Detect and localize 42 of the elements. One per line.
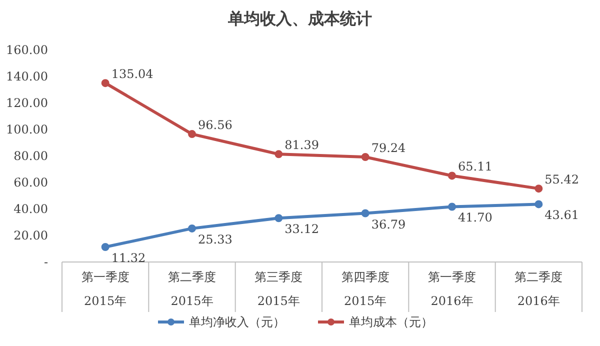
data-label: 81.39: [284, 138, 320, 152]
point: [448, 202, 456, 211]
x-tick-label: 第一季度 2016年: [428, 270, 476, 308]
y-tick-label: 120.00: [6, 96, 48, 110]
y-tick-label: 160.00: [6, 43, 48, 57]
data-label: 33.12: [284, 222, 320, 236]
data-label: 41.70: [458, 210, 492, 225]
y-tick-label: 20.00: [14, 228, 48, 242]
data-label: 43.61: [544, 208, 580, 222]
point: [274, 214, 283, 222]
data-label: 11.32: [111, 251, 146, 265]
x-tick-label: 第三季度 2015年: [254, 270, 303, 308]
data-label: 79.24: [371, 141, 406, 156]
y-tick-label: -: [44, 255, 48, 269]
point: [101, 243, 110, 251]
y-tick-label: 60.00: [14, 176, 48, 190]
point: [274, 150, 283, 158]
data-label: 25.33: [198, 232, 232, 246]
y-tick-label: 140.00: [6, 70, 48, 84]
point: [361, 153, 370, 162]
point: [448, 172, 456, 180]
legend-label: 单均成本（元）: [349, 315, 433, 329]
x-tick-label: 第二季度 2015年: [168, 270, 216, 308]
point: [188, 224, 196, 232]
x-tick-label: 第一季度 2015年: [81, 270, 130, 308]
y-tick-label: 80.00: [14, 149, 48, 163]
point: [188, 130, 196, 138]
point: [534, 184, 543, 193]
y-tick-label: 100.00: [6, 122, 48, 136]
x-tick-label: 第二季度 2016年: [514, 270, 563, 308]
x-tick-label: 第四季度 2015年: [341, 270, 390, 308]
point: [361, 209, 370, 218]
data-label: 135.04: [111, 67, 154, 82]
point: [534, 200, 543, 208]
y-tick-label: 40.00: [14, 202, 48, 216]
data-label: 36.79: [371, 217, 406, 232]
data-label: 55.42: [544, 172, 580, 187]
data-label: 65.11: [458, 160, 492, 174]
chart-title: 单均收入、成本统计: [227, 9, 372, 28]
data-label: 96.56: [198, 118, 232, 132]
legend-label: 单均净收入（元）: [189, 315, 285, 329]
point: [101, 79, 110, 88]
